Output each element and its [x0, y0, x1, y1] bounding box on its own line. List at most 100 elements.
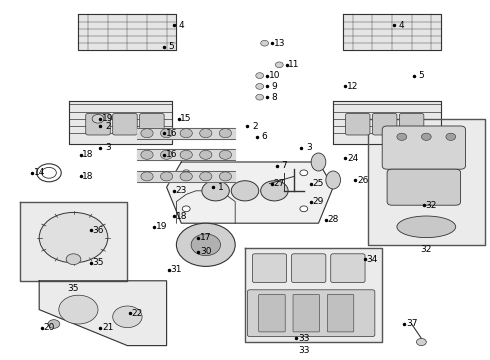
Ellipse shape	[220, 129, 232, 138]
Circle shape	[300, 170, 308, 176]
Ellipse shape	[180, 129, 192, 138]
Text: 9: 9	[271, 82, 277, 91]
FancyBboxPatch shape	[382, 126, 465, 169]
Ellipse shape	[200, 150, 212, 159]
Circle shape	[256, 94, 264, 100]
Text: 29: 29	[313, 197, 324, 206]
Circle shape	[39, 212, 108, 263]
Text: 15: 15	[180, 114, 192, 123]
FancyBboxPatch shape	[113, 113, 137, 135]
Circle shape	[176, 223, 235, 266]
Text: 6: 6	[262, 132, 268, 141]
Text: 33: 33	[298, 334, 310, 343]
Polygon shape	[368, 119, 485, 245]
Circle shape	[256, 73, 264, 78]
Polygon shape	[245, 248, 382, 342]
Text: 17: 17	[200, 233, 212, 242]
FancyBboxPatch shape	[292, 254, 326, 283]
Text: 16: 16	[166, 129, 177, 138]
Text: 27: 27	[273, 179, 285, 188]
Text: 35: 35	[92, 258, 104, 267]
Polygon shape	[167, 162, 333, 223]
Text: 32: 32	[425, 201, 437, 210]
Text: 19: 19	[156, 222, 168, 231]
Text: 30: 30	[200, 248, 212, 256]
Text: 2: 2	[252, 122, 258, 131]
FancyBboxPatch shape	[140, 113, 164, 135]
Text: 37: 37	[406, 320, 417, 328]
Text: 21: 21	[102, 323, 114, 332]
FancyBboxPatch shape	[399, 113, 424, 135]
Text: 3: 3	[105, 143, 111, 152]
Text: 7: 7	[281, 161, 287, 170]
Circle shape	[397, 133, 407, 140]
Text: 4: 4	[399, 21, 405, 30]
Circle shape	[256, 84, 264, 89]
Ellipse shape	[141, 129, 153, 138]
Ellipse shape	[141, 172, 153, 181]
Ellipse shape	[311, 153, 326, 171]
Text: 25: 25	[313, 179, 324, 188]
Polygon shape	[69, 101, 172, 144]
Ellipse shape	[220, 150, 232, 159]
Polygon shape	[343, 14, 441, 50]
Text: 26: 26	[357, 176, 368, 185]
Text: 5: 5	[418, 71, 424, 80]
Text: 18: 18	[82, 172, 94, 181]
Circle shape	[202, 181, 229, 201]
Text: 28: 28	[327, 215, 339, 224]
Ellipse shape	[161, 150, 172, 159]
Text: 4: 4	[178, 21, 184, 30]
Text: 18: 18	[82, 150, 94, 159]
Text: 24: 24	[347, 154, 358, 163]
Text: 31: 31	[171, 266, 182, 275]
Ellipse shape	[220, 172, 232, 181]
Ellipse shape	[161, 172, 172, 181]
Circle shape	[416, 338, 426, 346]
Circle shape	[261, 40, 269, 46]
Text: 19: 19	[102, 114, 114, 123]
Text: 3: 3	[306, 143, 312, 152]
Circle shape	[48, 320, 60, 328]
Ellipse shape	[180, 172, 192, 181]
Text: 12: 12	[347, 82, 359, 91]
Text: 14: 14	[33, 168, 45, 177]
FancyBboxPatch shape	[259, 294, 285, 332]
Ellipse shape	[180, 150, 192, 159]
Circle shape	[182, 170, 190, 176]
Circle shape	[92, 114, 104, 123]
Ellipse shape	[326, 171, 341, 189]
FancyBboxPatch shape	[345, 113, 370, 135]
Circle shape	[421, 133, 431, 140]
FancyBboxPatch shape	[387, 169, 461, 205]
Ellipse shape	[397, 216, 456, 238]
Polygon shape	[78, 14, 176, 50]
Text: 23: 23	[175, 186, 187, 195]
Text: 11: 11	[288, 60, 300, 69]
Text: 33: 33	[298, 346, 310, 355]
Text: 35: 35	[68, 284, 79, 293]
Circle shape	[231, 181, 259, 201]
Text: 2: 2	[105, 122, 111, 131]
Text: 16: 16	[166, 150, 177, 159]
Ellipse shape	[141, 150, 153, 159]
FancyBboxPatch shape	[293, 294, 319, 332]
Ellipse shape	[200, 129, 212, 138]
Circle shape	[446, 133, 456, 140]
FancyBboxPatch shape	[86, 113, 110, 135]
Circle shape	[261, 181, 288, 201]
Text: 5: 5	[169, 42, 174, 51]
Circle shape	[59, 295, 98, 324]
Text: 36: 36	[92, 226, 104, 235]
Circle shape	[275, 62, 283, 68]
Text: 34: 34	[367, 255, 378, 264]
FancyBboxPatch shape	[372, 113, 397, 135]
Text: 13: 13	[273, 39, 285, 48]
Text: 10: 10	[269, 71, 280, 80]
Text: 8: 8	[271, 93, 277, 102]
Circle shape	[300, 206, 308, 212]
Circle shape	[191, 234, 220, 256]
Text: 22: 22	[132, 309, 143, 318]
FancyBboxPatch shape	[247, 290, 375, 337]
Circle shape	[113, 306, 142, 328]
